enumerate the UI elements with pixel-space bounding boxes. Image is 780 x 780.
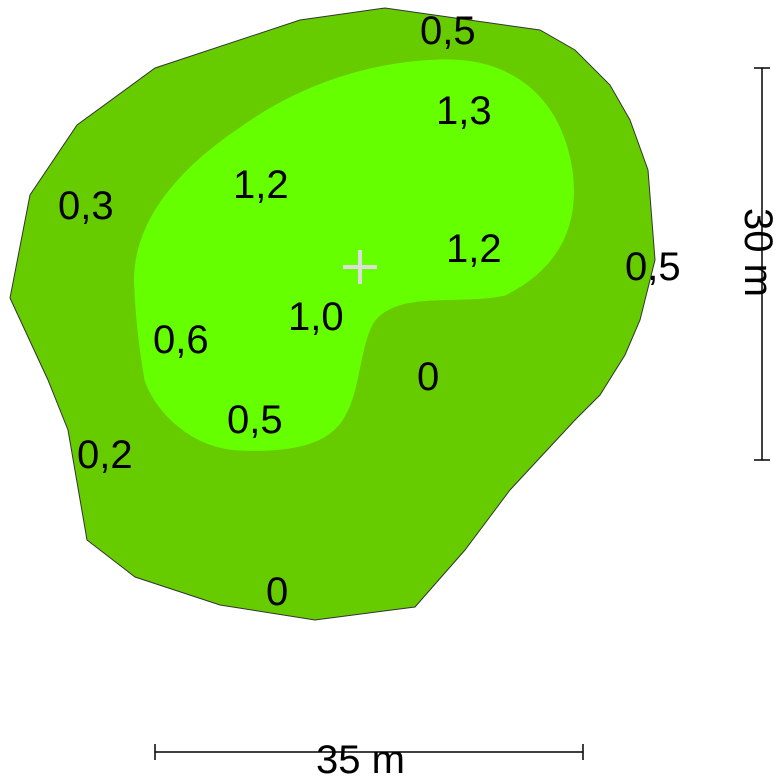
- depth-label: 0,6: [153, 318, 209, 362]
- width-scale-bar: [154, 744, 584, 760]
- depth-label: 1,2: [233, 163, 289, 207]
- depth-label: 0,5: [227, 398, 283, 442]
- depth-label: 0,2: [77, 433, 133, 477]
- depth-label: 1,0: [288, 295, 344, 339]
- depth-label: 1,3: [436, 89, 492, 133]
- depth-label: 0: [417, 355, 439, 399]
- depth-label: 0: [266, 570, 288, 614]
- depth-label: 0,5: [420, 9, 476, 53]
- plus-icon: [343, 250, 377, 284]
- inner-zone: [134, 59, 574, 451]
- depth-label: 1,2: [446, 227, 502, 271]
- width-scale-label: 35 m: [316, 738, 405, 780]
- height-scale-bar: [754, 67, 770, 461]
- height-scale-label: 30 m: [736, 208, 780, 297]
- depth-label: 0,3: [58, 184, 114, 228]
- depth-label: 0,5: [625, 245, 681, 289]
